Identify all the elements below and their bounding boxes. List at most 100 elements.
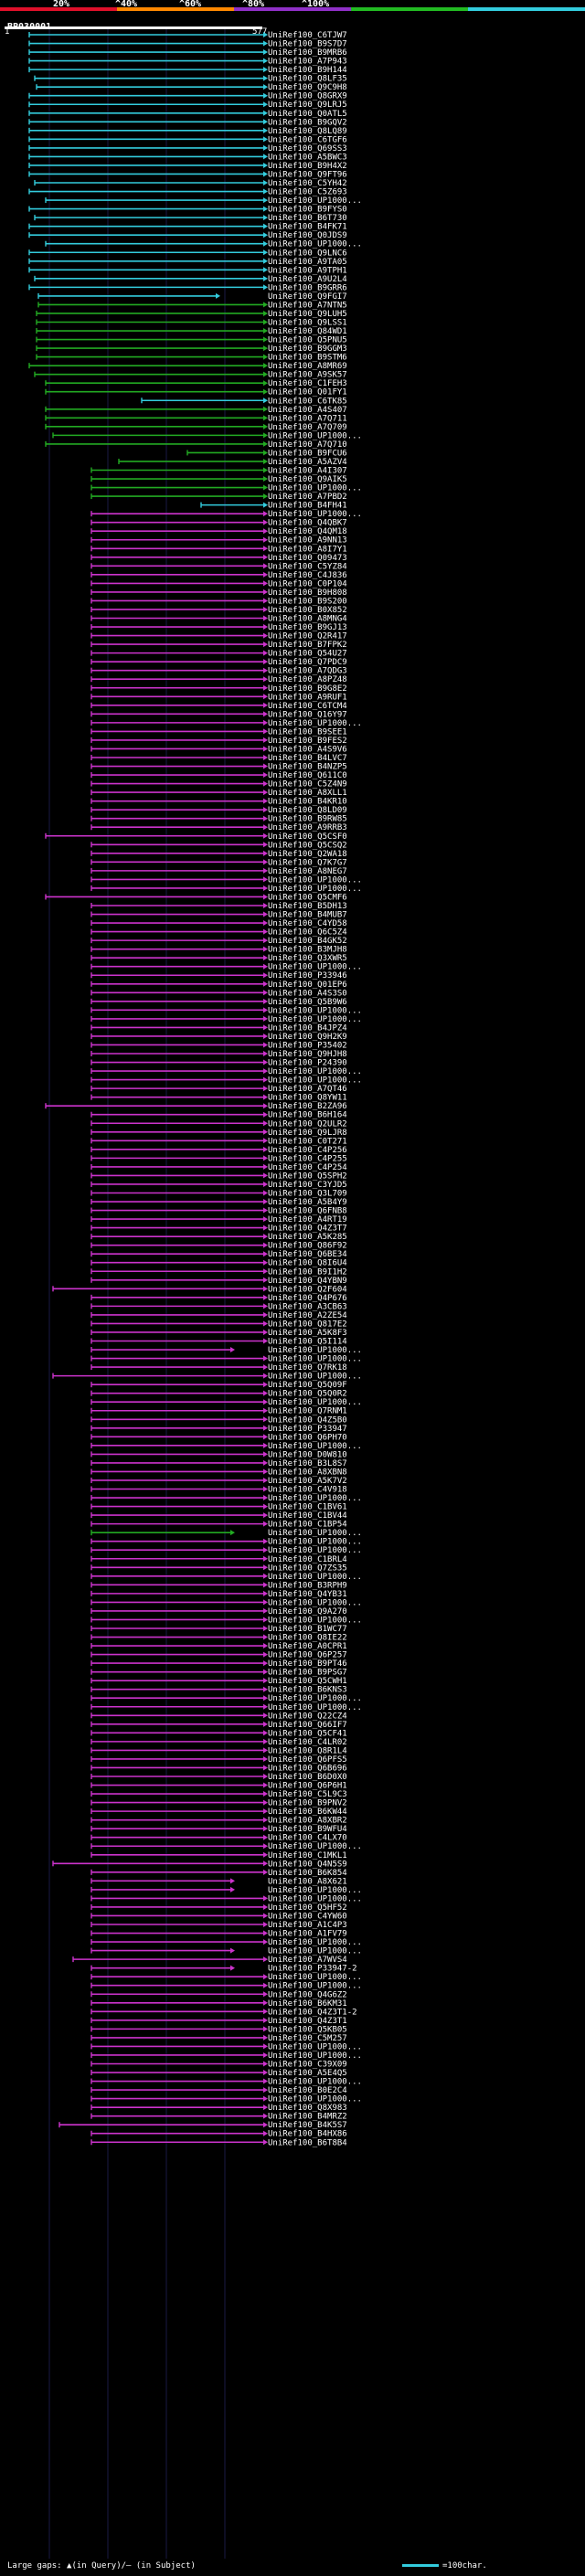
hit-label: UniRef100_A5AZV4: [268, 458, 347, 467]
hit-row: UniRef100_Q6C5Z4: [90, 928, 347, 938]
hit-arrow: [263, 1686, 268, 1692]
hit-arrow: [263, 144, 268, 151]
hit-arrow: [263, 1068, 268, 1075]
hit-arrow: [263, 807, 268, 813]
hit-row: UniRef100_UP1000...: [90, 1694, 362, 1703]
hit-row: UniRef100_A9SK57: [34, 371, 347, 380]
hit-arrow: [263, 972, 268, 979]
hit-arrow: [263, 737, 268, 743]
hit-arrow: [263, 519, 268, 525]
hit-arrow: [263, 40, 268, 47]
hit-label: UniRef100_Q8YW11: [268, 1094, 347, 1103]
hit-row: UniRef100_UP1000...: [90, 1546, 362, 1555]
hit-row: UniRef100_Q9HJH8: [90, 1050, 347, 1059]
hit-label: UniRef100_B1WC77: [268, 1625, 347, 1634]
hit-arrow: [263, 1234, 268, 1240]
hit-arrow: [263, 2070, 268, 2076]
hit-arrow: [263, 1190, 268, 1196]
hit-row: UniRef100_B9GRR6: [28, 283, 347, 292]
hit-label: UniRef100_Q7ZS35: [268, 1564, 347, 1573]
hit-label: UniRef100_UP1000...: [268, 196, 362, 206]
hit-label: UniRef100_Q0ATL5: [268, 110, 347, 119]
hit-label: UniRef100_B9I1H2: [268, 1267, 347, 1277]
hit-label: UniRef100_Q8R1L4: [268, 1746, 347, 1755]
hit-row: UniRef100_A7PBD2: [90, 493, 347, 502]
hit-arrow: [263, 1129, 268, 1135]
hit-row: UniRef100_C6TGF6: [28, 135, 347, 144]
hit-label: UniRef100_UP1000...: [268, 1938, 362, 1947]
hit-arrow: [263, 2034, 268, 2041]
hit-label: UniRef100_P33946: [268, 971, 347, 981]
hit-row: UniRef100_Q9A270: [90, 1607, 347, 1617]
hit-row: UniRef100_A8XBN8: [90, 1468, 347, 1477]
hit-label: UniRef100_Q3XWR5: [268, 954, 347, 963]
hit-arrow: [230, 1886, 235, 1892]
hit-label: UniRef100_A9U2L4: [268, 275, 347, 284]
hit-label: UniRef100_C1BP54: [268, 1521, 347, 1530]
hit-arrow: [263, 920, 268, 927]
hit-row: UniRef100_C6TCM4: [90, 702, 347, 711]
hit-label: UniRef100_B2ZA96: [268, 1102, 347, 1111]
hit-arrow: [263, 49, 268, 56]
hit-row: UniRef100_C1BV44: [90, 1511, 347, 1521]
hit-label: UniRef100_B7FPK2: [268, 641, 347, 650]
hit-label: UniRef100_UP1000...: [268, 1886, 362, 1895]
hit-label: UniRef100_UP1000...: [268, 1573, 362, 1582]
hit-arrow: [263, 1207, 268, 1214]
hit-row: UniRef100_P33946: [90, 971, 347, 981]
hit-row: UniRef100_A8X621: [90, 1877, 347, 1886]
hit-row: UniRef100_UP1000...: [90, 875, 362, 885]
hit-row: UniRef100_B4HX86: [90, 2130, 347, 2139]
hit-arrow: [263, 1477, 268, 1483]
hit-arrow: [263, 328, 268, 334]
hit-label: UniRef100_A8XBR2: [268, 1817, 347, 1826]
hit-arrow: [263, 1503, 268, 1510]
hit-label: UniRef100_Q4QBK7: [268, 519, 347, 528]
hit-arrow: [263, 2087, 268, 2094]
hit-arrow: [263, 580, 268, 587]
hit-label: UniRef100_UP1000...: [268, 1982, 362, 1991]
hit-label: UniRef100_A5B4Y9: [268, 1198, 347, 1207]
hit-row: UniRef100_Q4Z5B0: [90, 1415, 347, 1425]
hit-arrow: [263, 606, 268, 612]
hit-row: UniRef100_P24390: [90, 1059, 347, 1068]
hit-label: UniRef100_B5DH13: [268, 902, 347, 911]
hit-row: UniRef100_A7Q711: [45, 414, 347, 423]
hit-label: UniRef100_Q01FY1: [268, 388, 347, 398]
hit-row: UniRef100_D0W810: [90, 1450, 347, 1459]
hit-row: UniRef100_Q6PFS5: [90, 1755, 347, 1765]
hit-label: UniRef100_Q5PNU5: [268, 336, 347, 345]
hit-label: UniRef100_C1MKL1: [268, 1851, 347, 1860]
hit-row: UniRef100_B7FPK2: [90, 641, 347, 650]
hit-label: UniRef100_UP1000...: [268, 1616, 362, 1625]
hit-arrow: [263, 1434, 268, 1440]
hit-label: UniRef100_B9FCU6: [268, 449, 347, 458]
hit-arrow: [263, 832, 268, 839]
hit-label: UniRef100_C4P254: [268, 1163, 347, 1172]
hit-label: UniRef100_B3MJH8: [268, 946, 347, 955]
hit-row: UniRef100_B6H164: [90, 1111, 347, 1120]
hit-arrow: [263, 1216, 268, 1223]
hit-arrow: [263, 32, 268, 37]
hit-row: UniRef100_Q5SPH2: [90, 1171, 347, 1181]
hit-label: UniRef100_B6D0X0: [268, 1773, 347, 1782]
hit-arrow: [263, 1599, 268, 1606]
hit-arrow: [263, 1303, 268, 1309]
hit-arrow: [263, 536, 268, 543]
hit-arrow: [263, 1738, 268, 1744]
hit-row: UniRef100_Q4QM18: [90, 527, 347, 536]
hit-label: UniRef100_C4V918: [268, 1486, 347, 1495]
hit-arrow: [263, 206, 268, 212]
hit-arrow: [263, 650, 268, 656]
hit-row: UniRef100_A1FV79: [90, 1930, 347, 1939]
legend-scale-bar: [402, 2564, 439, 2567]
hit-arrow: [263, 92, 268, 99]
hit-row: UniRef100_Q5CF41: [90, 1729, 347, 1738]
hit-row: UniRef100_Q4YB31: [90, 1590, 347, 1599]
hit-arrow: [263, 232, 268, 239]
hit-label: UniRef100_A5K7V2: [268, 1477, 347, 1486]
hit-label: UniRef100_A7PBD2: [268, 493, 347, 502]
hit-arrow: [263, 938, 268, 944]
hit-label: UniRef100_Q5Q09F: [268, 1381, 347, 1390]
hit-arrow: [263, 2009, 268, 2015]
